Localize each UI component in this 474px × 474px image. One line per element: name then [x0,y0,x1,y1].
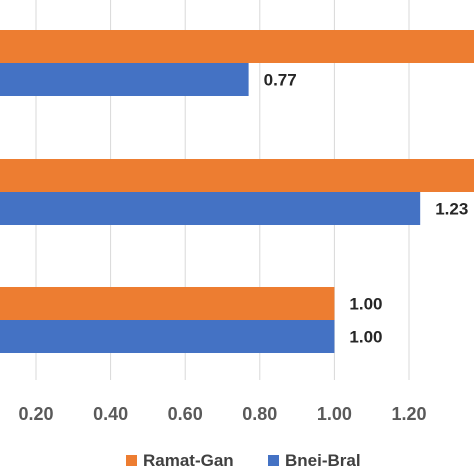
legend-swatch [268,455,279,466]
bar-ramat-gan [0,30,474,63]
legend-swatch [126,455,137,466]
bar-ramat-gan [0,287,335,320]
legend-label: Bnei-Bral [285,451,361,470]
data-label: 1.00 [349,295,382,314]
x-tick-label: 1.20 [391,404,426,424]
legend: Ramat-Gan Bnei-Bral [126,451,361,470]
x-tick-label: 0.40 [93,404,128,424]
x-tick-label: 0.60 [168,404,203,424]
data-label: 1.23 [435,200,468,219]
bar-bnei-bral [0,320,335,353]
bar-bnei-bral [0,63,249,96]
x-tick-label: 1.00 [317,404,352,424]
x-tick-label: 0.20 [18,404,53,424]
data-label: 1.00 [349,328,382,347]
data-labels: 1.00 0.77 1.23 1.00 [264,71,469,347]
x-tick-label: 0.80 [242,404,277,424]
bar-ramat-gan [0,159,474,192]
x-axis-ticks: 0.200.400.600.801.001.201 [18,404,426,424]
bars [0,30,474,353]
bar-bnei-bral [0,192,421,225]
data-label: 0.77 [264,71,297,90]
legend-label: Ramat-Gan [143,451,234,470]
